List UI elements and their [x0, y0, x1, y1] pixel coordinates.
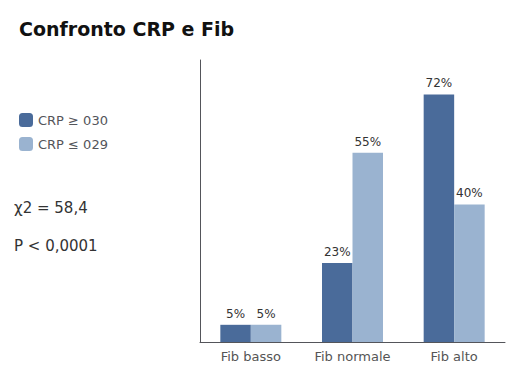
svg-text:CRP ≤ 029: CRP ≤ 029	[38, 137, 108, 152]
svg-text:Fib alto: Fib alto	[431, 349, 478, 364]
svg-text:72%: 72%	[426, 76, 453, 90]
svg-text:23%: 23%	[324, 245, 351, 259]
svg-text:5%: 5%	[257, 307, 276, 321]
svg-text:5%: 5%	[226, 307, 245, 321]
svg-text:χ2 = 58,4: χ2 = 58,4	[14, 199, 88, 217]
svg-text:55%: 55%	[354, 135, 381, 149]
svg-text:CRP ≥ 030: CRP ≥ 030	[38, 113, 108, 128]
svg-text:Confronto CRP e Fib: Confronto CRP e Fib	[19, 18, 234, 40]
svg-text:40%: 40%	[456, 186, 483, 200]
svg-text:P < 0,0001: P < 0,0001	[14, 237, 98, 255]
svg-text:Fib normale: Fib normale	[314, 349, 390, 364]
svg-text:Fib basso: Fib basso	[221, 349, 281, 364]
